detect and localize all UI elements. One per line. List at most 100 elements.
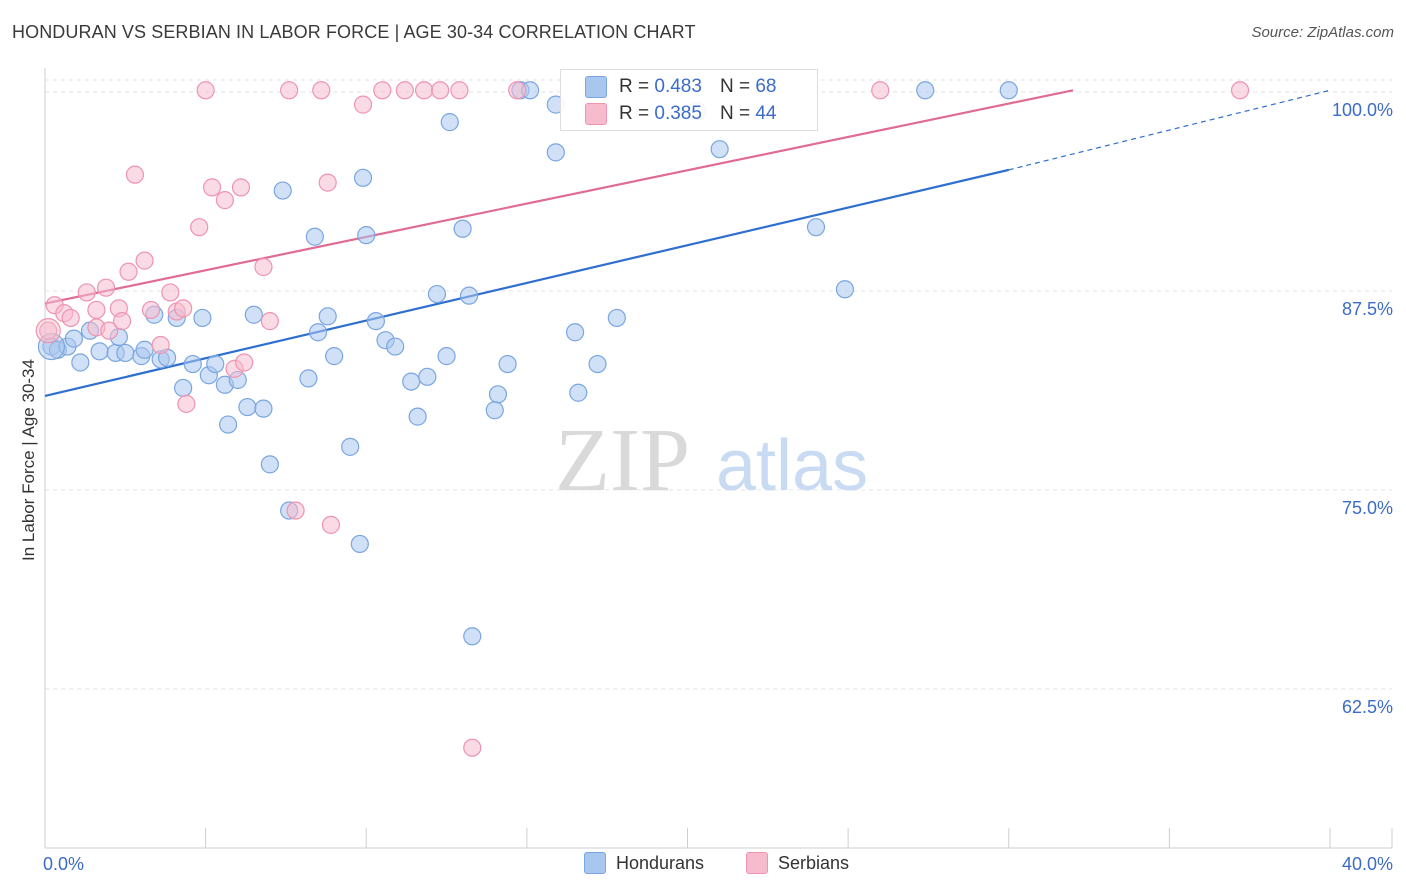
serbian-point (141, 300, 161, 320)
honduran-point (325, 347, 344, 366)
honduran-point (916, 81, 935, 100)
honduran-point (64, 329, 84, 348)
honduran-point (569, 383, 588, 402)
axes (44, 68, 1393, 849)
serbian-point (100, 321, 119, 340)
serbian-point (174, 299, 193, 318)
x-tick-label: 40.0% (1342, 854, 1393, 874)
trend-lines (44, 89, 1331, 397)
y-axis-label: In Labor Force | Age 30-34 (19, 359, 38, 561)
serbian-point (286, 501, 305, 520)
honduran-point (488, 385, 508, 404)
honduran-swatch (584, 852, 606, 874)
honduran-point (219, 415, 238, 434)
serbian-points (35, 81, 1250, 757)
honduran-point (366, 312, 385, 331)
serbian-point (871, 81, 890, 100)
honduran-point (260, 455, 279, 474)
y-tick-label: 75.0% (1342, 498, 1393, 518)
honduran-r-value: 0.483 (654, 76, 702, 97)
serbian-point (431, 81, 450, 100)
honduran-trend-line (44, 168, 1010, 397)
honduran-point (206, 354, 225, 374)
serbian-point (231, 178, 251, 197)
serbian-point (321, 515, 341, 534)
honduran-point (254, 399, 273, 418)
serbian-point (235, 353, 254, 372)
serbian-point (96, 278, 116, 297)
tick-labels: 62.5% 75.0% 87.5% 100.0% 0.0% 40.0% (43, 100, 1393, 874)
honduran-point (350, 534, 369, 554)
serbian-swatch (585, 103, 607, 125)
serbian-point (450, 81, 469, 100)
correlation-legend: R = 0.483 N = 68 R = 0.385 N = 44 (560, 69, 818, 131)
serbian-point (196, 81, 215, 100)
serbian-point (61, 308, 80, 328)
honduran-point (90, 342, 109, 361)
serbian-point (215, 191, 234, 210)
honduran-point (459, 286, 479, 305)
honduran-point (427, 284, 447, 304)
serbian-point (87, 300, 106, 320)
serbian-point (125, 165, 145, 184)
serbian-n-value: 44 (755, 103, 777, 124)
honduran-point (174, 378, 193, 398)
serbian-point (395, 81, 414, 100)
n-label: N = (719, 103, 751, 124)
series-legend: Hondurans Serbians (0, 852, 1406, 876)
honduran-point (135, 340, 154, 359)
legend-label-serbians: Serbians (778, 852, 850, 873)
serbian-trend-line (44, 89, 1074, 305)
serbian-point (312, 81, 331, 100)
y-tick-label: 100.0% (1332, 100, 1393, 120)
honduran-point (318, 307, 337, 326)
serbian-point (202, 178, 222, 197)
honduran-point (607, 308, 626, 328)
honduran-trend-extension (1008, 89, 1331, 171)
serbian-point (151, 335, 170, 355)
honduran-point (546, 143, 565, 162)
honduran-point (498, 354, 517, 374)
n-label: N = (719, 76, 751, 97)
honduran-point (238, 397, 257, 417)
honduran-point (341, 437, 360, 456)
serbian-swatch (746, 852, 768, 874)
serbian-point (77, 283, 96, 302)
legend-item-serbians: Serbians (746, 852, 849, 874)
serbian-point (119, 262, 138, 281)
r-label: R = (619, 103, 650, 124)
honduran-point (299, 369, 318, 388)
serbian-point (112, 312, 132, 331)
honduran-point (437, 347, 456, 366)
serbian-point (135, 251, 154, 270)
serbian-point (190, 218, 209, 237)
honduran-point (244, 305, 263, 324)
honduran-point (418, 367, 437, 386)
x-tick-label: 0.0% (43, 854, 84, 874)
serbian-point-large (35, 318, 61, 344)
honduran-point (835, 280, 855, 299)
serbian-point (318, 173, 337, 192)
y-tick-label: 62.5% (1342, 697, 1393, 717)
serbian-point (414, 81, 434, 100)
legend-label-hondurans: Hondurans (616, 852, 705, 873)
serbian-r-value: 0.385 (654, 103, 702, 124)
serbian-point (463, 738, 482, 757)
honduran-point (305, 227, 324, 246)
honduran-point (353, 168, 373, 187)
honduran-point (193, 308, 212, 328)
honduran-point (453, 219, 472, 238)
honduran-point (386, 337, 405, 356)
serbian-point (39, 321, 58, 340)
honduran-point (485, 401, 504, 420)
honduran-n-value: 68 (755, 76, 777, 97)
honduran-point (183, 354, 202, 374)
honduran-point (440, 113, 459, 132)
honduran-point (71, 353, 90, 372)
honduran-point (402, 372, 421, 391)
honduran-point (408, 407, 427, 426)
honduran-point (308, 323, 328, 342)
honduran-point (116, 343, 135, 363)
honduran-points (37, 81, 1018, 646)
